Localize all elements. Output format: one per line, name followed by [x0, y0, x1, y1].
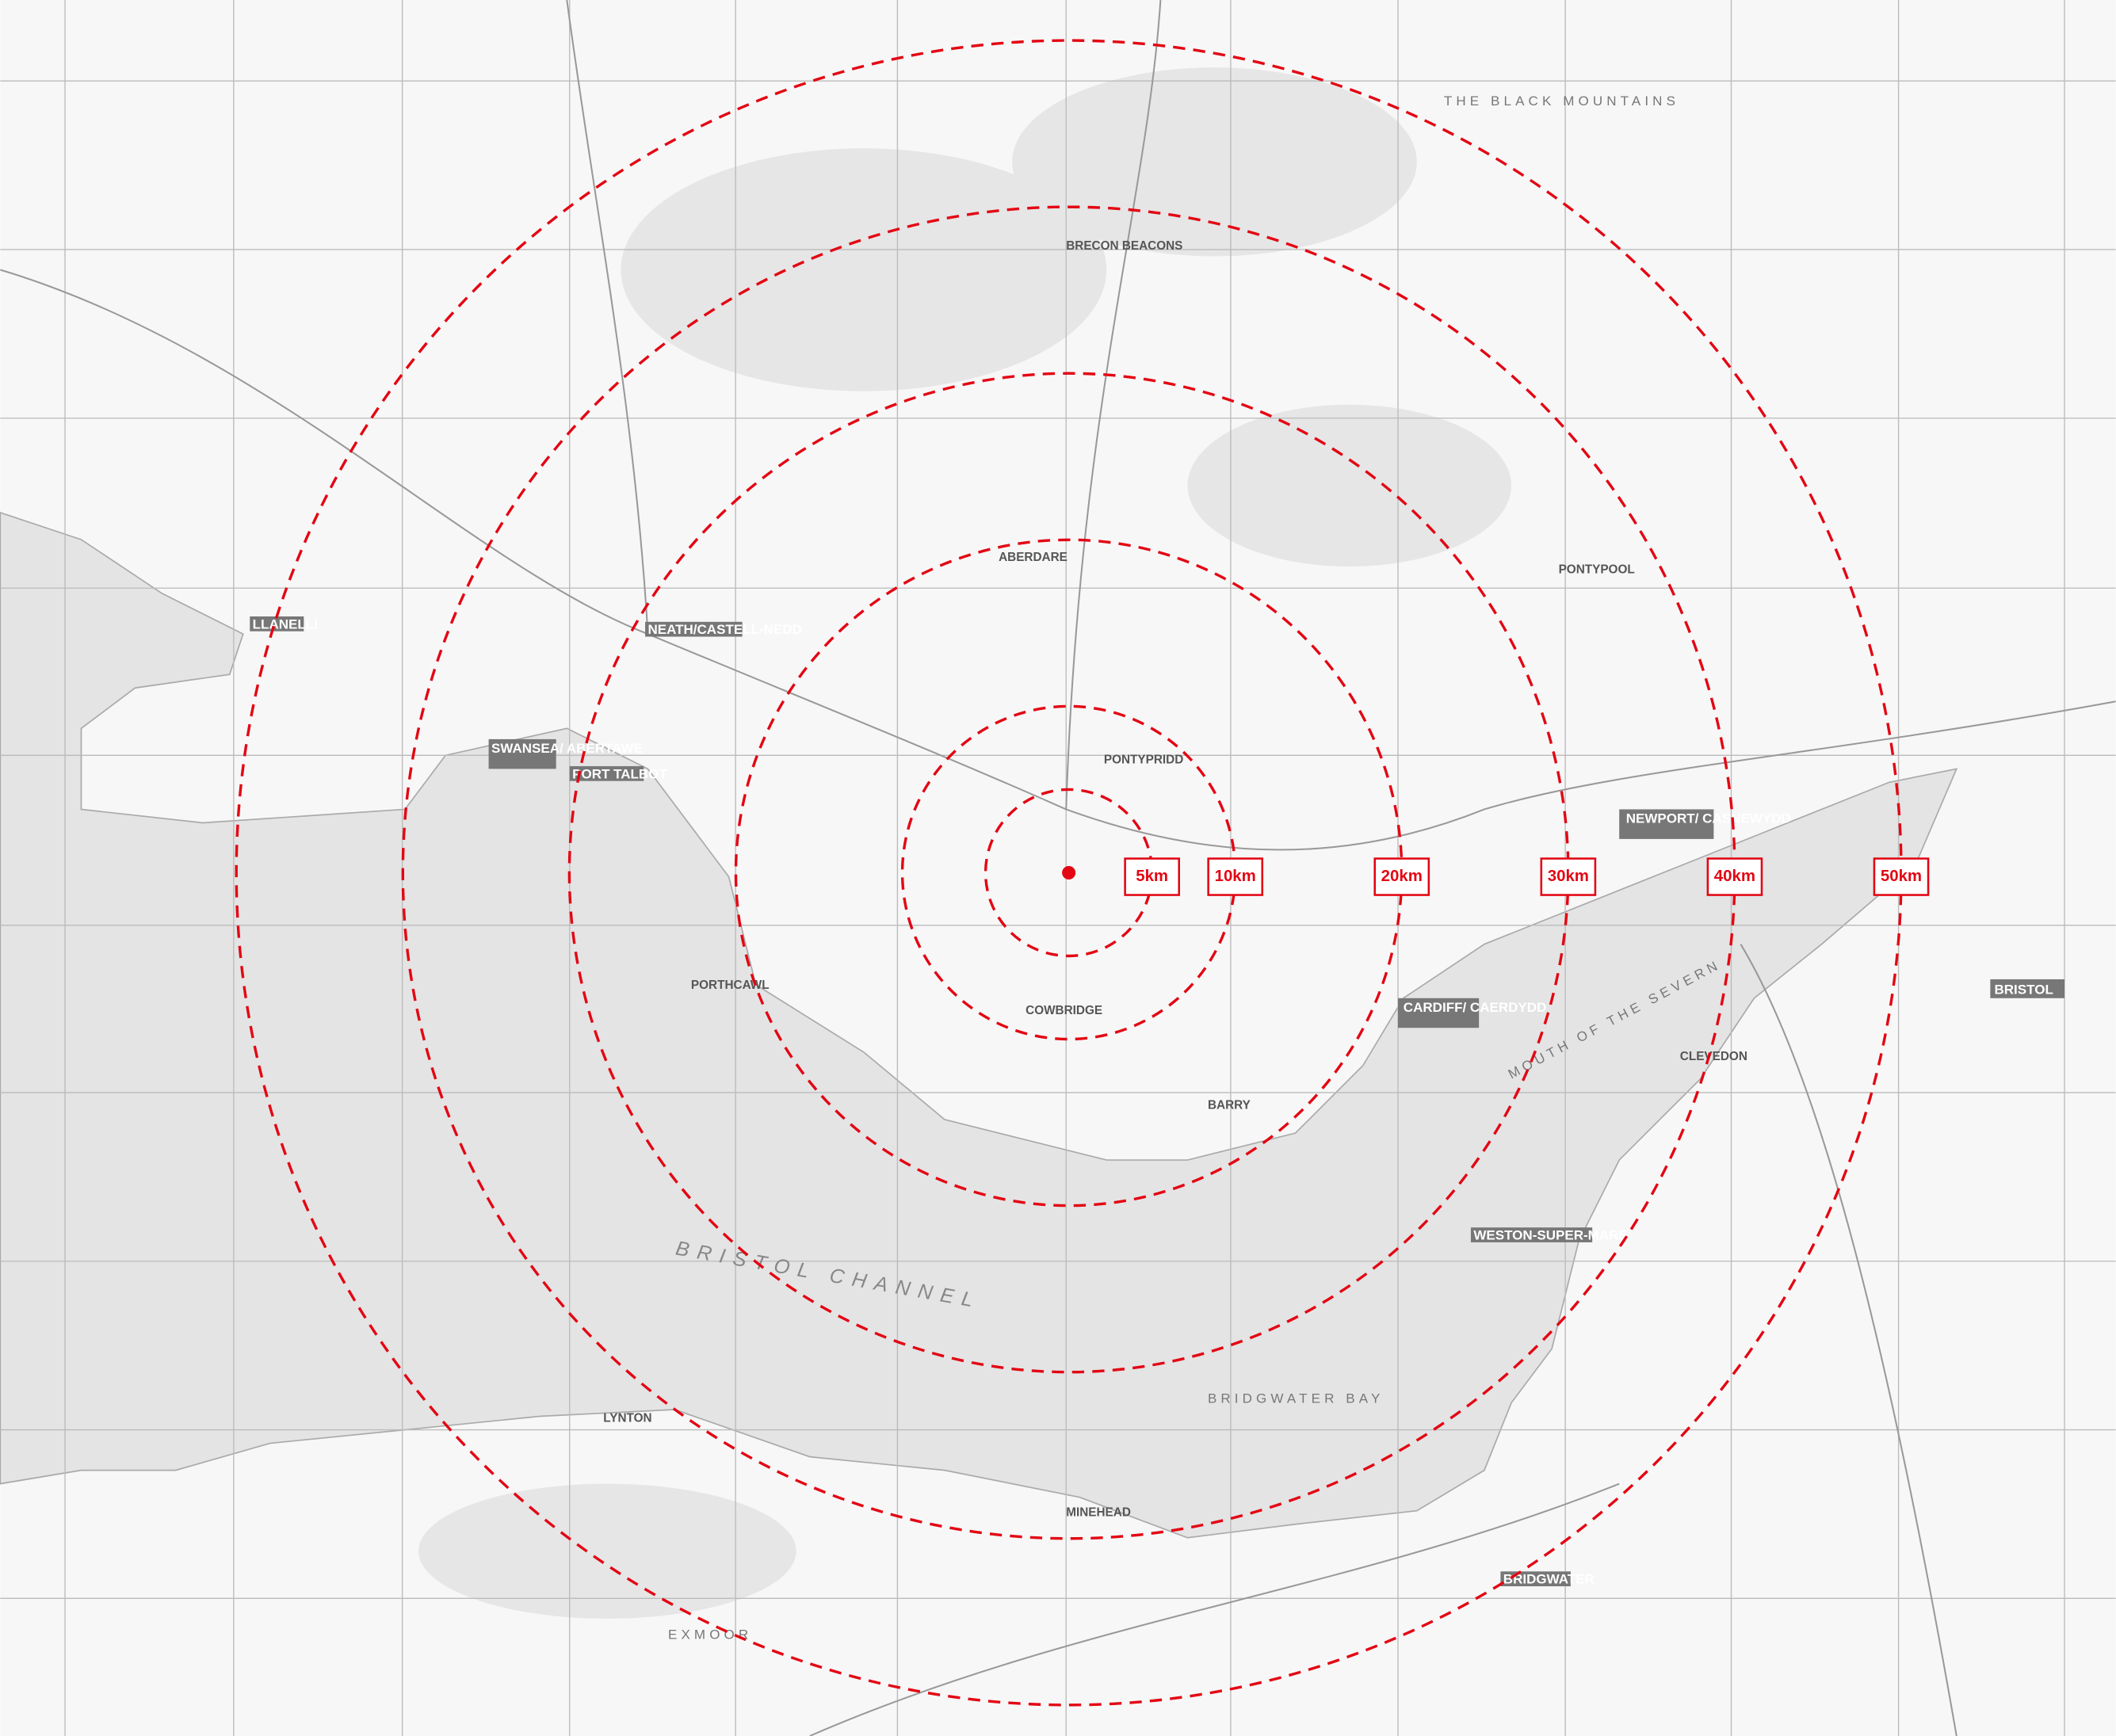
place-label: LLANELLI [253, 616, 318, 631]
distance-rings: 5km 10km 20km 30km 40km 50km [235, 39, 1930, 1707]
ring-label-box [1207, 857, 1264, 896]
ring-label: 40km [1714, 868, 1755, 885]
place-label: MINEHEAD [1066, 1506, 1131, 1520]
place-label: PORTHCAWL [691, 979, 770, 992]
place-label: BRISTOL [1994, 982, 2053, 998]
place-label: SWANSEA/ ABERTAWE [491, 741, 643, 756]
place-label: EXMOOR [668, 1627, 752, 1642]
place-label: NEATH/CASTELL-NEDD [647, 622, 801, 637]
place-label: WESTON-SUPER-MARE [1473, 1228, 1627, 1243]
ring-label-box [1124, 857, 1180, 896]
place-label: PONTYPOOL [1559, 563, 1635, 577]
ring-label: 50km [1881, 868, 1922, 885]
ring-label-box [1373, 857, 1430, 896]
place-label: ABERDARE [999, 551, 1068, 564]
ring-label-box [1706, 857, 1763, 896]
relief [418, 67, 1512, 1619]
place-label: PORT TALBOT [572, 766, 667, 781]
ring-label: 30km [1548, 868, 1589, 885]
ring-label: 5km [1136, 868, 1168, 885]
ring-label-box [1873, 857, 1930, 896]
ring-label: 20km [1381, 868, 1423, 885]
place-label: LYNTON [603, 1411, 651, 1425]
place-label: CARDIFF/ CAERDYDD [1404, 1000, 1547, 1015]
centre-point [1062, 865, 1076, 879]
town-markers [250, 616, 2064, 1587]
place-label: BRECON BEACONS [1066, 239, 1182, 253]
place-label: CLEVEDON [1680, 1050, 1747, 1063]
place-label: BRIDGWATER BAY [1208, 1391, 1384, 1406]
place-label: PONTYPRIDD [1104, 754, 1183, 767]
place-label: BRIDGWATER [1503, 1572, 1595, 1587]
place-label: COWBRIDGE [1026, 1004, 1102, 1017]
ring-label-box [1540, 857, 1597, 896]
place-label: THE BLACK MOUNTAINS [1444, 93, 1679, 109]
ring-label: 10km [1215, 868, 1256, 885]
place-label: BARRY [1208, 1098, 1251, 1112]
place-label: NEWPORT/ CASNEWYDD [1626, 811, 1791, 826]
